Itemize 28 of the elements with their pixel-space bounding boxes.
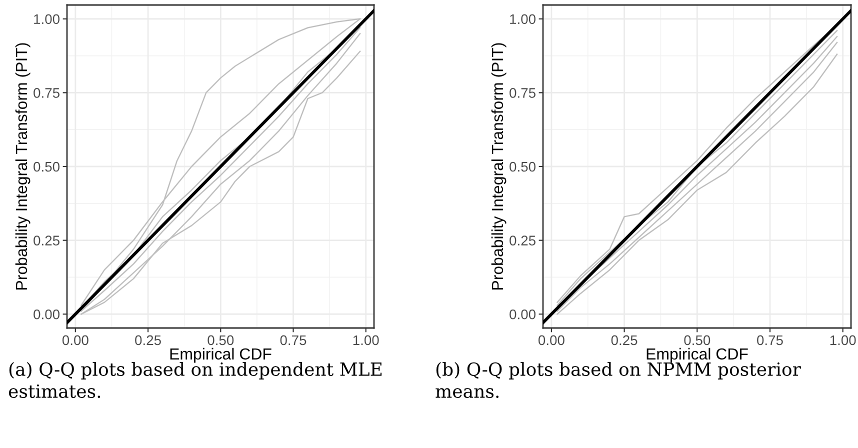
x-tick-label: 1.00 [353, 335, 379, 346]
x-tick-label: 0.25 [135, 335, 161, 346]
y-tick-label: 1.00 [34, 14, 60, 24]
text: (b) Q-Q plots based on NPMM posterior [436, 362, 801, 380]
x-axis-title: Empirical CDF [646, 348, 748, 363]
y-tick-label: 0.25 [510, 236, 536, 246]
x-tick-label: 0.50 [208, 335, 234, 346]
x-tick-label: 0.25 [611, 335, 638, 346]
y-tick-label: 0.25 [34, 236, 60, 246]
y-tick-label: 0.50 [510, 162, 536, 172]
x-tick-label: 0.75 [757, 335, 783, 346]
x-tick-label: 0.00 [62, 335, 88, 346]
x-tick-label: 0.50 [684, 335, 710, 346]
y-tick-label: 1.00 [510, 14, 536, 24]
text: (a) Q-Q plots based on independent MLE [9, 362, 382, 380]
y-tick-label: 0.00 [34, 309, 60, 320]
y-axis-title: Probability Integral Transform (PIT) [491, 43, 506, 290]
x-tick-label: 0.75 [280, 335, 306, 346]
y-axis-title: Probability Integral Transform (PIT) [15, 43, 30, 290]
y-tick-label: 0.75 [510, 88, 536, 98]
y-tick-label: 0.00 [510, 309, 536, 320]
x-tick-label: 1.00 [830, 335, 856, 346]
x-tick-label: 0.00 [538, 335, 564, 346]
text: estimates. [8, 384, 100, 398]
y-tick-label: 0.50 [34, 162, 60, 172]
x-axis-title: Empirical CDF [170, 348, 272, 363]
text: means. [436, 388, 499, 398]
y-tick-label: 0.75 [34, 88, 60, 98]
